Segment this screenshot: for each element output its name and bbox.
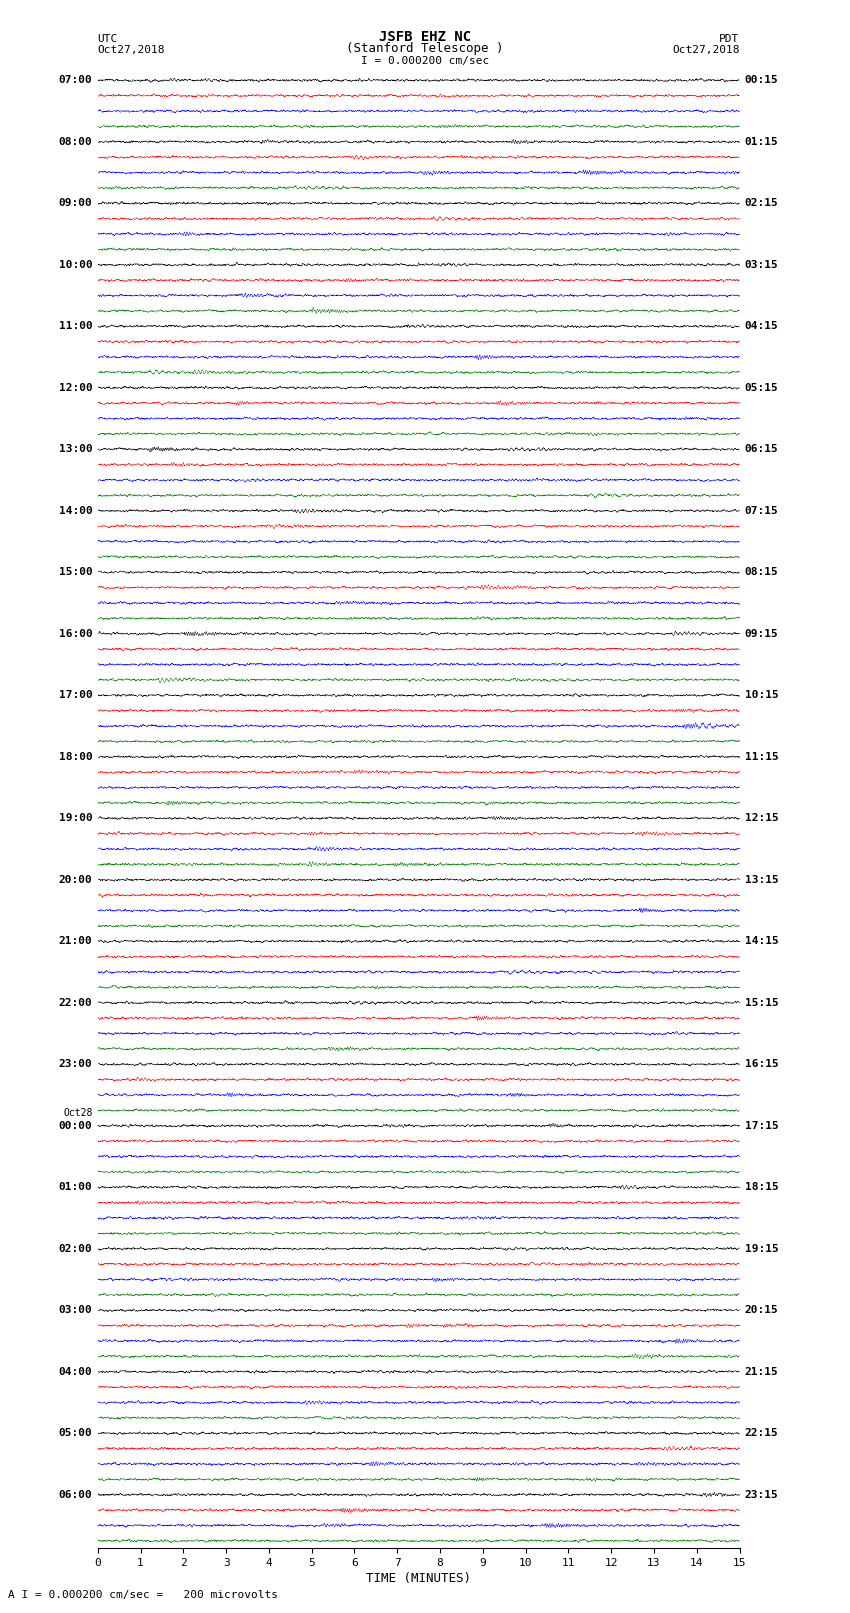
Text: Oct28: Oct28 xyxy=(63,1108,93,1118)
Text: 17:15: 17:15 xyxy=(745,1121,779,1131)
Text: 07:00: 07:00 xyxy=(59,76,93,85)
Text: 15:00: 15:00 xyxy=(59,568,93,577)
Text: 05:15: 05:15 xyxy=(745,382,779,392)
Text: 02:00: 02:00 xyxy=(59,1244,93,1253)
Text: 18:15: 18:15 xyxy=(745,1182,779,1192)
Text: 00:15: 00:15 xyxy=(745,76,779,85)
Text: I = 0.000200 cm/sec: I = 0.000200 cm/sec xyxy=(361,56,489,66)
Text: 22:15: 22:15 xyxy=(745,1428,779,1439)
Text: 04:15: 04:15 xyxy=(745,321,779,331)
Text: 06:15: 06:15 xyxy=(745,444,779,455)
Text: 23:00: 23:00 xyxy=(59,1060,93,1069)
Text: A I = 0.000200 cm/sec =   200 microvolts: A I = 0.000200 cm/sec = 200 microvolts xyxy=(8,1590,279,1600)
Text: 21:00: 21:00 xyxy=(59,936,93,947)
Text: 10:00: 10:00 xyxy=(59,260,93,269)
Text: 13:00: 13:00 xyxy=(59,444,93,455)
Text: 19:00: 19:00 xyxy=(59,813,93,823)
Text: Oct27,2018: Oct27,2018 xyxy=(98,45,165,55)
Text: 03:00: 03:00 xyxy=(59,1305,93,1315)
Text: 08:15: 08:15 xyxy=(745,568,779,577)
Text: 13:15: 13:15 xyxy=(745,874,779,884)
Text: 20:15: 20:15 xyxy=(745,1305,779,1315)
Text: 09:00: 09:00 xyxy=(59,198,93,208)
Text: 17:00: 17:00 xyxy=(59,690,93,700)
Text: 16:00: 16:00 xyxy=(59,629,93,639)
Text: 06:00: 06:00 xyxy=(59,1490,93,1500)
Text: PDT: PDT xyxy=(719,34,740,44)
Text: 14:00: 14:00 xyxy=(59,506,93,516)
Text: 02:15: 02:15 xyxy=(745,198,779,208)
Text: 10:15: 10:15 xyxy=(745,690,779,700)
Text: 21:15: 21:15 xyxy=(745,1366,779,1376)
Text: (Stanford Telescope ): (Stanford Telescope ) xyxy=(346,42,504,55)
Text: 15:15: 15:15 xyxy=(745,998,779,1008)
Text: 11:00: 11:00 xyxy=(59,321,93,331)
Text: 23:15: 23:15 xyxy=(745,1490,779,1500)
Text: 12:00: 12:00 xyxy=(59,382,93,392)
Text: 09:15: 09:15 xyxy=(745,629,779,639)
Text: Oct27,2018: Oct27,2018 xyxy=(672,45,740,55)
Text: 20:00: 20:00 xyxy=(59,874,93,884)
Text: UTC: UTC xyxy=(98,34,118,44)
Text: 16:15: 16:15 xyxy=(745,1060,779,1069)
Text: 11:15: 11:15 xyxy=(745,752,779,761)
Text: 18:00: 18:00 xyxy=(59,752,93,761)
Text: 07:15: 07:15 xyxy=(745,506,779,516)
X-axis label: TIME (MINUTES): TIME (MINUTES) xyxy=(366,1573,471,1586)
Text: 14:15: 14:15 xyxy=(745,936,779,947)
Text: 01:15: 01:15 xyxy=(745,137,779,147)
Text: 03:15: 03:15 xyxy=(745,260,779,269)
Text: 08:00: 08:00 xyxy=(59,137,93,147)
Text: JSFB EHZ NC: JSFB EHZ NC xyxy=(379,29,471,44)
Text: 05:00: 05:00 xyxy=(59,1428,93,1439)
Text: 22:00: 22:00 xyxy=(59,998,93,1008)
Text: 19:15: 19:15 xyxy=(745,1244,779,1253)
Text: 04:00: 04:00 xyxy=(59,1366,93,1376)
Text: 12:15: 12:15 xyxy=(745,813,779,823)
Text: 00:00: 00:00 xyxy=(59,1121,93,1131)
Text: 01:00: 01:00 xyxy=(59,1182,93,1192)
